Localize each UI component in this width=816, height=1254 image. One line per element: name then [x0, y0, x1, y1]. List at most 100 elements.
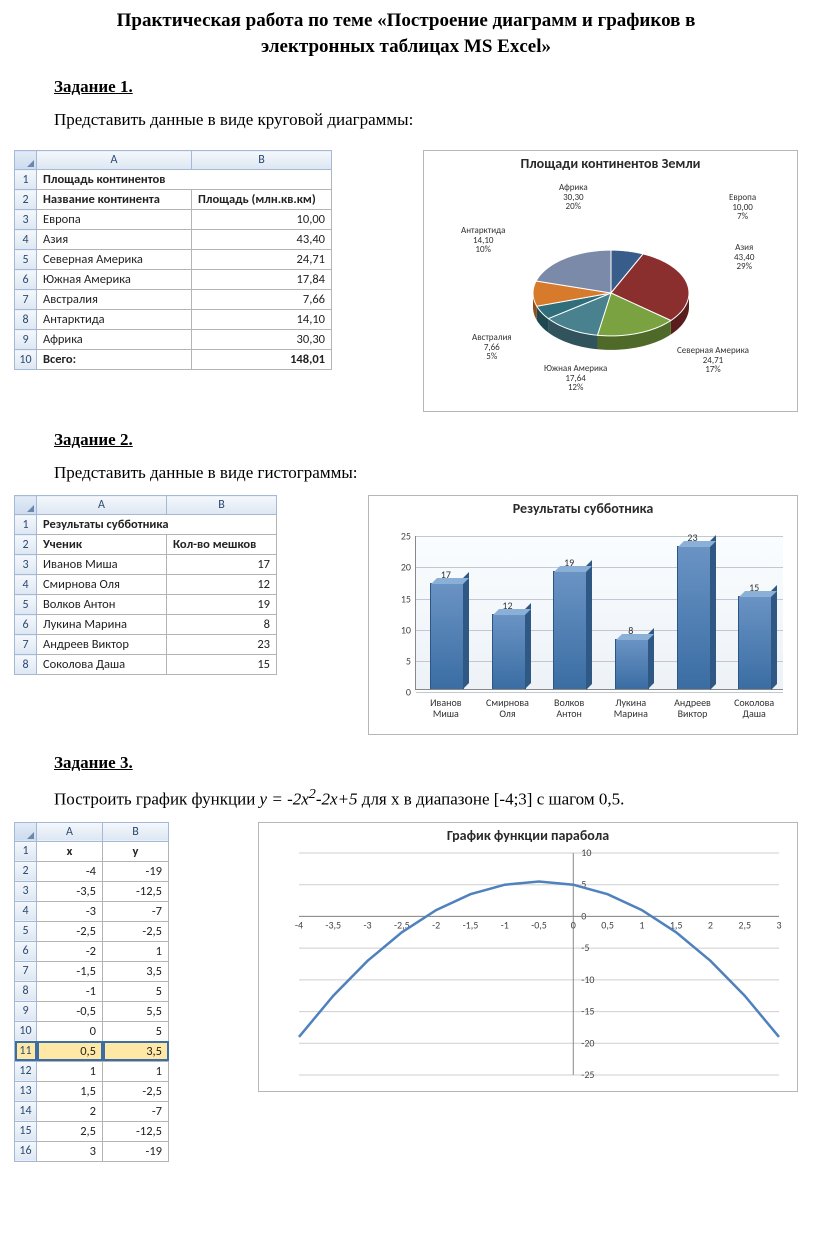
row-header[interactable]: 3: [15, 210, 37, 230]
row-header[interactable]: 4: [15, 575, 37, 595]
row-header[interactable]: 1: [15, 841, 37, 861]
table-cell[interactable]: 5,5: [103, 1001, 169, 1021]
row-header[interactable]: 6: [15, 941, 37, 961]
row-header[interactable]: 4: [15, 901, 37, 921]
table-cell[interactable]: -0,5: [37, 1001, 103, 1021]
table-cell[interactable]: 43,40: [192, 230, 332, 250]
table-cell[interactable]: Африка: [37, 330, 192, 350]
table-cell[interactable]: 0: [37, 1021, 103, 1041]
table-cell[interactable]: 1: [103, 941, 169, 961]
row-header[interactable]: 1: [15, 170, 37, 190]
table-cell[interactable]: Европа: [37, 210, 192, 230]
row-header[interactable]: 2: [15, 535, 37, 555]
table-cell[interactable]: 2,5: [37, 1121, 103, 1141]
table-cell[interactable]: 15: [167, 655, 277, 675]
table-cell[interactable]: 12: [167, 575, 277, 595]
table-cell[interactable]: -7: [103, 901, 169, 921]
table-cell[interactable]: Антарктида: [37, 310, 192, 330]
row-header[interactable]: 8: [15, 981, 37, 1001]
table-cell[interactable]: -1,5: [37, 961, 103, 981]
table-cell[interactable]: 17: [167, 555, 277, 575]
table-cell[interactable]: -2,5: [103, 921, 169, 941]
table-cell[interactable]: Австралия: [37, 290, 192, 310]
row-header[interactable]: 9: [15, 1001, 37, 1021]
table-cell[interactable]: Лукина Марина: [37, 615, 167, 635]
row-header[interactable]: 12: [15, 1061, 37, 1081]
row-header[interactable]: 7: [15, 635, 37, 655]
table-corner[interactable]: [15, 496, 37, 515]
table-cell[interactable]: Иванов Миша: [37, 555, 167, 575]
col-header-b[interactable]: B: [192, 151, 332, 170]
row-header[interactable]: 6: [15, 615, 37, 635]
row-header[interactable]: 3: [15, 555, 37, 575]
table-cell[interactable]: 3: [37, 1141, 103, 1161]
total-label[interactable]: Всего:: [37, 350, 192, 370]
table-cell[interactable]: Южная Америка: [37, 270, 192, 290]
row-header[interactable]: 13: [15, 1081, 37, 1101]
row-header[interactable]: 16: [15, 1141, 37, 1161]
row-header[interactable]: 14: [15, 1101, 37, 1121]
table-cell[interactable]: 2: [37, 1101, 103, 1121]
table-cell[interactable]: -2: [37, 941, 103, 961]
table-title[interactable]: Результаты субботника: [37, 515, 277, 535]
table-cell[interactable]: Андреев Виктор: [37, 635, 167, 655]
table-cell[interactable]: 23: [167, 635, 277, 655]
table-corner[interactable]: [15, 822, 37, 841]
col-header-b[interactable]: B: [167, 496, 277, 515]
table-cell[interactable]: 17,84: [192, 270, 332, 290]
row-header[interactable]: 9: [15, 330, 37, 350]
row-header[interactable]: 6: [15, 270, 37, 290]
table-cell[interactable]: -3,5: [37, 881, 103, 901]
row-header[interactable]: 2: [15, 861, 37, 881]
table-cell[interactable]: 10,00: [192, 210, 332, 230]
table-cell[interactable]: Смирнова Оля: [37, 575, 167, 595]
table-cell[interactable]: 19: [167, 595, 277, 615]
table-cell[interactable]: -7: [103, 1101, 169, 1121]
row-header[interactable]: 10: [15, 1021, 37, 1041]
col-header-a[interactable]: A: [37, 822, 103, 841]
table-cell[interactable]: -2,5: [103, 1081, 169, 1101]
col-name-header[interactable]: Ученик: [37, 535, 167, 555]
table-cell[interactable]: -19: [103, 861, 169, 881]
table-cell[interactable]: 8: [167, 615, 277, 635]
table-cell[interactable]: -12,5: [103, 1121, 169, 1141]
table-cell[interactable]: -12,5: [103, 881, 169, 901]
col-header-a[interactable]: A: [37, 496, 167, 515]
table-cell[interactable]: 14,10: [192, 310, 332, 330]
row-header[interactable]: 2: [15, 190, 37, 210]
table-cell[interactable]: Волков Антон: [37, 595, 167, 615]
table-title[interactable]: Площадь континентов: [37, 170, 332, 190]
row-header[interactable]: 5: [15, 921, 37, 941]
table-cell[interactable]: -2,5: [37, 921, 103, 941]
row-header[interactable]: 8: [15, 310, 37, 330]
table-cell[interactable]: -4: [37, 861, 103, 881]
table-cell[interactable]: 7,66: [192, 290, 332, 310]
table-cell[interactable]: 0,5: [37, 1041, 103, 1061]
row-header[interactable]: 5: [15, 595, 37, 615]
col-x-header[interactable]: x: [37, 841, 103, 861]
row-header[interactable]: 7: [15, 961, 37, 981]
table-cell[interactable]: 30,30: [192, 330, 332, 350]
table-cell[interactable]: 1,5: [37, 1081, 103, 1101]
row-header[interactable]: 8: [15, 655, 37, 675]
table-cell[interactable]: Азия: [37, 230, 192, 250]
col-y-header[interactable]: y: [103, 841, 169, 861]
col-area-header[interactable]: Площадь (млн.кв.км): [192, 190, 332, 210]
table-cell[interactable]: Соколова Даша: [37, 655, 167, 675]
row-header[interactable]: 5: [15, 250, 37, 270]
table-cell[interactable]: 3,5: [103, 1041, 169, 1061]
row-header[interactable]: 4: [15, 230, 37, 250]
table-cell[interactable]: -3: [37, 901, 103, 921]
table-cell[interactable]: 5: [103, 1021, 169, 1041]
row-header[interactable]: 10: [15, 350, 37, 370]
col-val-header[interactable]: Кол-во мешков: [167, 535, 277, 555]
table-cell[interactable]: -1: [37, 981, 103, 1001]
table-cell[interactable]: 5: [103, 981, 169, 1001]
table-cell[interactable]: 1: [103, 1061, 169, 1081]
table-cell[interactable]: 3,5: [103, 961, 169, 981]
row-header[interactable]: 15: [15, 1121, 37, 1141]
table-cell[interactable]: Северная Америка: [37, 250, 192, 270]
table-cell[interactable]: -19: [103, 1141, 169, 1161]
total-value[interactable]: 148,01: [192, 350, 332, 370]
table-cell[interactable]: 1: [37, 1061, 103, 1081]
